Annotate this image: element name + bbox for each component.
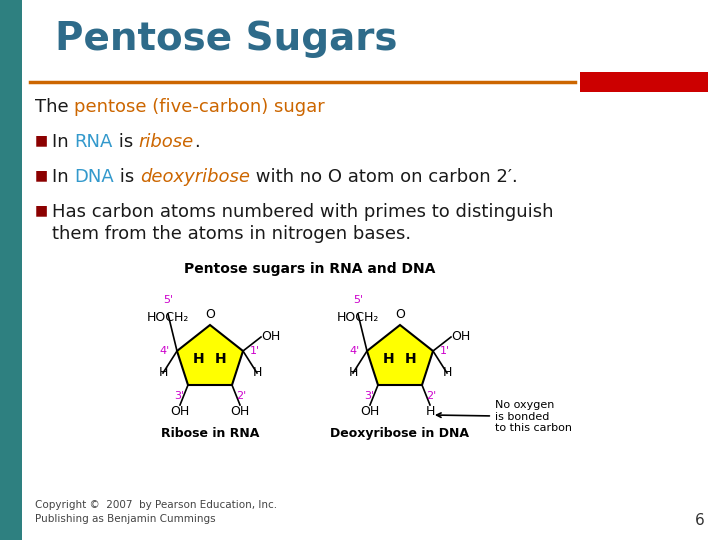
Text: 4': 4' [350, 346, 360, 356]
Text: 1': 1' [440, 346, 450, 356]
Text: H: H [383, 352, 395, 366]
Text: O: O [205, 308, 215, 321]
Text: H: H [442, 367, 451, 380]
Text: H: H [426, 405, 435, 418]
Bar [580, 72, 708, 92]
Text: Has carbon atoms numbered with primes to distinguish: Has carbon atoms numbered with primes to… [52, 203, 554, 221]
Text: DNA: DNA [74, 168, 114, 186]
Text: Pentose sugars in RNA and DNA: Pentose sugars in RNA and DNA [184, 262, 436, 276]
Text: No oxygen
is bonded
to this carbon: No oxygen is bonded to this carbon [436, 400, 572, 433]
Text: OH: OH [261, 330, 280, 343]
Text: H: H [193, 352, 204, 366]
Text: H: H [215, 352, 227, 366]
Text: deoxyribose: deoxyribose [140, 168, 250, 186]
Text: 1': 1' [250, 346, 260, 356]
Text: The: The [35, 98, 74, 116]
Text: H: H [405, 352, 417, 366]
Text: .: . [194, 133, 199, 151]
Text: 6: 6 [696, 513, 705, 528]
Text: ■: ■ [35, 203, 48, 217]
Text: Deoxyribose in DNA: Deoxyribose in DNA [330, 427, 469, 440]
Text: pentose (five-carbon) sugar: pentose (five-carbon) sugar [74, 98, 325, 116]
Text: Copyright ©  2007  by Pearson Education, Inc.
Publishing as Benjamin Cummings: Copyright © 2007 by Pearson Education, I… [35, 500, 277, 524]
Text: 4': 4' [160, 346, 170, 356]
Text: H: H [348, 367, 358, 380]
Text: is: is [114, 168, 140, 186]
Polygon shape [367, 325, 433, 385]
Text: OH: OH [451, 330, 470, 343]
Polygon shape [177, 325, 243, 385]
Text: Ribose in RNA: Ribose in RNA [161, 427, 259, 440]
Text: H: H [158, 367, 168, 380]
Text: 5': 5' [163, 295, 173, 305]
Text: OH: OH [361, 405, 379, 418]
Text: OH: OH [171, 405, 189, 418]
Text: 2': 2' [236, 391, 246, 401]
Bar [0, 0, 22, 540]
Text: with no O atom on carbon 2′.: with no O atom on carbon 2′. [250, 168, 518, 186]
Text: HOCH₂: HOCH₂ [147, 311, 189, 324]
Text: ribose: ribose [139, 133, 194, 151]
Text: 3': 3' [174, 391, 184, 401]
Text: ■: ■ [35, 133, 48, 147]
Text: In: In [52, 168, 74, 186]
Text: RNA: RNA [74, 133, 113, 151]
Text: In: In [52, 133, 74, 151]
Text: Pentose Sugars: Pentose Sugars [55, 20, 397, 58]
Text: HOCH₂: HOCH₂ [337, 311, 379, 324]
Text: OH: OH [230, 405, 250, 418]
Text: ■: ■ [35, 168, 48, 182]
Text: is: is [113, 133, 139, 151]
Text: H: H [252, 367, 261, 380]
Text: 2': 2' [426, 391, 436, 401]
Text: 3': 3' [364, 391, 374, 401]
Text: 5': 5' [353, 295, 363, 305]
Text: O: O [395, 308, 405, 321]
Text: them from the atoms in nitrogen bases.: them from the atoms in nitrogen bases. [52, 225, 411, 243]
